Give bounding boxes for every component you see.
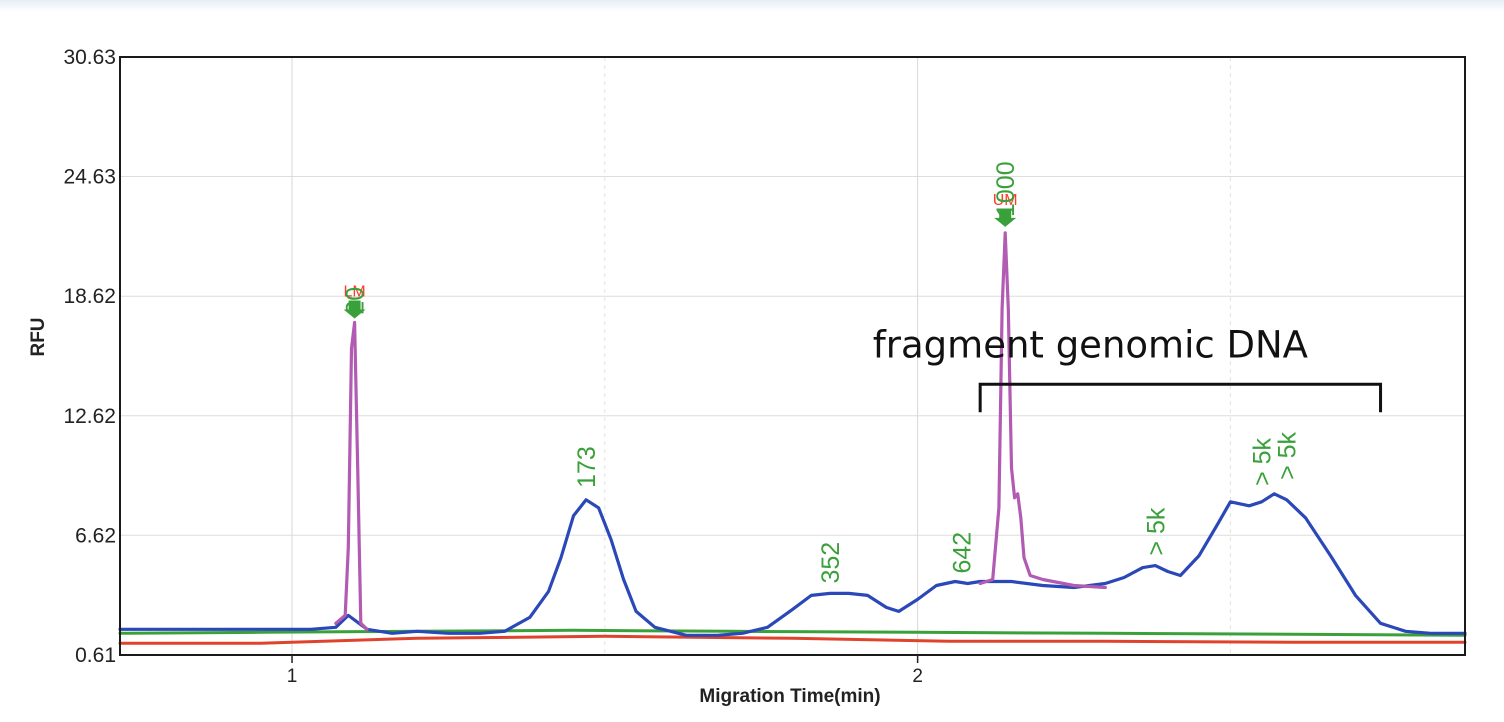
y-tick-label: 6.62 xyxy=(75,524,116,547)
x-tick-label: 1 xyxy=(287,666,298,687)
y-tick-label: 24.63 xyxy=(63,166,116,189)
peak-size-label: 173 xyxy=(573,446,601,488)
peak-size-label: 642 xyxy=(948,532,976,574)
series-line xyxy=(118,634,1467,645)
x-tick-label: 2 xyxy=(912,666,923,687)
top-strip xyxy=(0,0,1504,12)
peak-size-label: 1000 xyxy=(992,161,1020,217)
marker-arrow-icon xyxy=(994,208,1017,227)
series-layer xyxy=(118,231,1467,645)
series-line xyxy=(118,628,1467,637)
y-tick-labels: 30.63 24.63 18.62 12.62 6.62 0.61 xyxy=(63,46,116,667)
y-tick-label: 0.61 xyxy=(75,644,116,667)
series-line xyxy=(978,231,1107,590)
peak-size-label: 20 xyxy=(342,287,370,315)
series-line xyxy=(118,492,1467,637)
y-axis-title: RFU xyxy=(28,317,49,356)
annotation-bracket xyxy=(978,382,1383,413)
marker-label: LM xyxy=(343,284,365,301)
peak-size-label: > 5k xyxy=(1142,507,1170,555)
y-tick-label: 18.62 xyxy=(63,285,116,308)
peak-size-label: 352 xyxy=(817,542,845,584)
annotation-layer: fragment genomic DNA xyxy=(873,323,1383,413)
peak-size-label: > 5k xyxy=(1274,431,1302,479)
y-tick-label: 12.62 xyxy=(63,405,116,428)
x-axis-title: Migration Time(min) xyxy=(699,686,880,707)
marker-label: UM xyxy=(993,192,1018,209)
plot-area-border xyxy=(119,56,1466,656)
peak-size-label: > 5k xyxy=(1249,437,1277,485)
series-line xyxy=(334,320,369,631)
marker-layer: LM UM xyxy=(343,192,1018,319)
marker-arrow-icon xyxy=(343,300,366,319)
grid xyxy=(120,57,1465,655)
annotation-label: fragment genomic DNA xyxy=(873,323,1308,366)
y-tick-label: 30.63 xyxy=(63,46,116,69)
